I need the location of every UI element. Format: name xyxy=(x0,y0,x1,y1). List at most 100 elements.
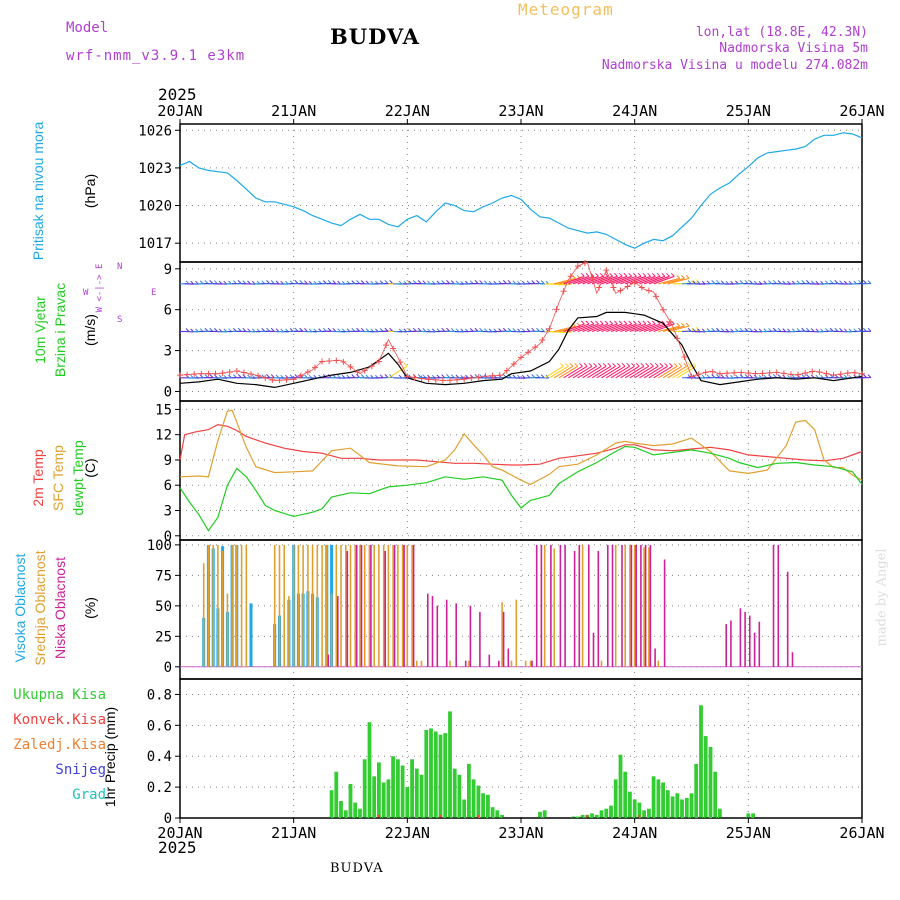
wind-barb-tick xyxy=(739,374,744,378)
wind-barb xyxy=(615,275,637,285)
wind-barb-tick xyxy=(661,272,666,277)
wind-barb-tick xyxy=(322,327,327,332)
wind-barb-tick xyxy=(801,374,806,378)
precip-total-bar xyxy=(708,747,713,818)
precip-total-bar xyxy=(410,759,414,818)
wind-barb-tick xyxy=(661,320,666,325)
wind-barb xyxy=(577,323,599,333)
wind-barb xyxy=(596,365,616,379)
ytick-label-wind: 9 xyxy=(164,262,172,278)
wind-barb-tick xyxy=(474,327,479,332)
wind-barb-tick xyxy=(678,362,683,367)
wind-barb-tick xyxy=(637,272,642,277)
wind-barb-tick xyxy=(450,327,455,332)
wind-barb-tick xyxy=(810,328,815,332)
wind-gust-marker xyxy=(532,344,539,351)
wind-gust-marker xyxy=(560,288,567,295)
precip-total-bar xyxy=(665,790,670,818)
wind-barb xyxy=(610,365,630,379)
wind-gust-marker xyxy=(461,376,468,383)
wind-barb-tick xyxy=(403,362,408,367)
wind-barb-tick xyxy=(474,280,479,284)
wind-barb-tick xyxy=(621,362,626,367)
precip-total-bar xyxy=(372,776,377,818)
wind-barb-tick xyxy=(720,280,725,285)
wind-barb xyxy=(634,275,656,285)
wind-gust-marker xyxy=(340,358,347,365)
precip-total-bar xyxy=(580,814,585,818)
wind-gust-marker xyxy=(574,263,581,270)
precip-total-bar xyxy=(699,705,703,818)
wind-barb-tick xyxy=(204,327,209,332)
wind-barb-tick xyxy=(579,362,583,367)
ytick-label-pressure: 1020 xyxy=(138,199,172,215)
wind-barb xyxy=(577,275,599,285)
wind-barb-tick xyxy=(214,328,218,332)
wind-barb-tick xyxy=(237,374,242,378)
wind-barb-tick xyxy=(666,272,670,277)
wind-barb-tick xyxy=(651,320,656,325)
wind-barb-tick xyxy=(604,320,609,325)
wind-barb-tick xyxy=(446,280,450,284)
wind-gust-marker xyxy=(361,367,368,374)
wind-gust-marker xyxy=(624,283,631,290)
wind-barb-tick xyxy=(484,328,488,332)
ytick-label-cloud: 50 xyxy=(155,599,172,615)
precip-total-bar xyxy=(467,763,471,818)
ytick-label-cloud: 0 xyxy=(164,660,172,676)
wind-barb-tick xyxy=(716,374,720,378)
wind-barb xyxy=(648,275,670,285)
precip-total-bar xyxy=(339,801,343,818)
precip-total-bar xyxy=(500,814,504,818)
wind-barb-tick xyxy=(270,280,275,284)
precip-total-bar xyxy=(642,810,646,818)
wind-barb-tick xyxy=(614,272,618,277)
precip-total-bar xyxy=(476,785,481,818)
precip-total-bar xyxy=(457,774,462,818)
wind-gust-marker xyxy=(198,370,205,377)
wind-gust-marker xyxy=(809,368,816,375)
wind-barb-tick xyxy=(772,374,777,378)
wind-barb xyxy=(606,275,628,285)
wind-barb xyxy=(639,365,659,379)
wind-barb-tick xyxy=(583,362,588,367)
wind-barb-tick xyxy=(858,327,862,332)
precip-total-bar xyxy=(343,810,348,818)
precip-total-bar xyxy=(632,799,637,818)
wind-barb-tick xyxy=(412,327,417,332)
wind-barb-tick xyxy=(209,280,214,284)
wind-barb-tick xyxy=(512,374,517,379)
wind-barb-tick xyxy=(642,272,647,277)
wind-barb-tick xyxy=(531,327,536,332)
wind-gust-marker xyxy=(262,374,269,381)
wind-barb-tick xyxy=(670,272,675,277)
x-label-bottom: 20JAN xyxy=(157,824,202,842)
wind-gust-marker xyxy=(631,279,638,286)
wind-barb-tick xyxy=(673,362,678,367)
wind-barb-tick xyxy=(588,362,593,367)
wind-barb xyxy=(601,275,623,285)
wind-barb-tick xyxy=(417,280,422,284)
precip-total-bar xyxy=(575,816,580,818)
wind-barb-tick xyxy=(744,280,749,284)
precip-total-bar xyxy=(609,805,613,818)
wind-barb-tick xyxy=(204,374,209,378)
wind-barb xyxy=(648,365,668,379)
precip-total-bar xyxy=(670,796,675,818)
precip-total-bar xyxy=(647,808,651,818)
wind-barb-tick xyxy=(618,272,623,277)
legend-total: Ukupna Kisa xyxy=(13,687,106,703)
wind-barb-tick xyxy=(749,374,753,379)
wind-gust-marker xyxy=(724,370,731,377)
wind-barb xyxy=(615,365,635,379)
wind-barb-tick xyxy=(597,362,602,367)
wind-gust-marker xyxy=(518,354,524,361)
wind-gust-marker xyxy=(454,376,461,383)
wind-barb xyxy=(620,365,640,379)
precip-total-bar xyxy=(424,730,429,818)
ytick-label-wind: 6 xyxy=(164,303,172,319)
wind-barb xyxy=(601,365,621,379)
wind-barb xyxy=(658,325,680,333)
wind-barb xyxy=(568,275,590,285)
wind-barb-tick xyxy=(512,328,517,332)
